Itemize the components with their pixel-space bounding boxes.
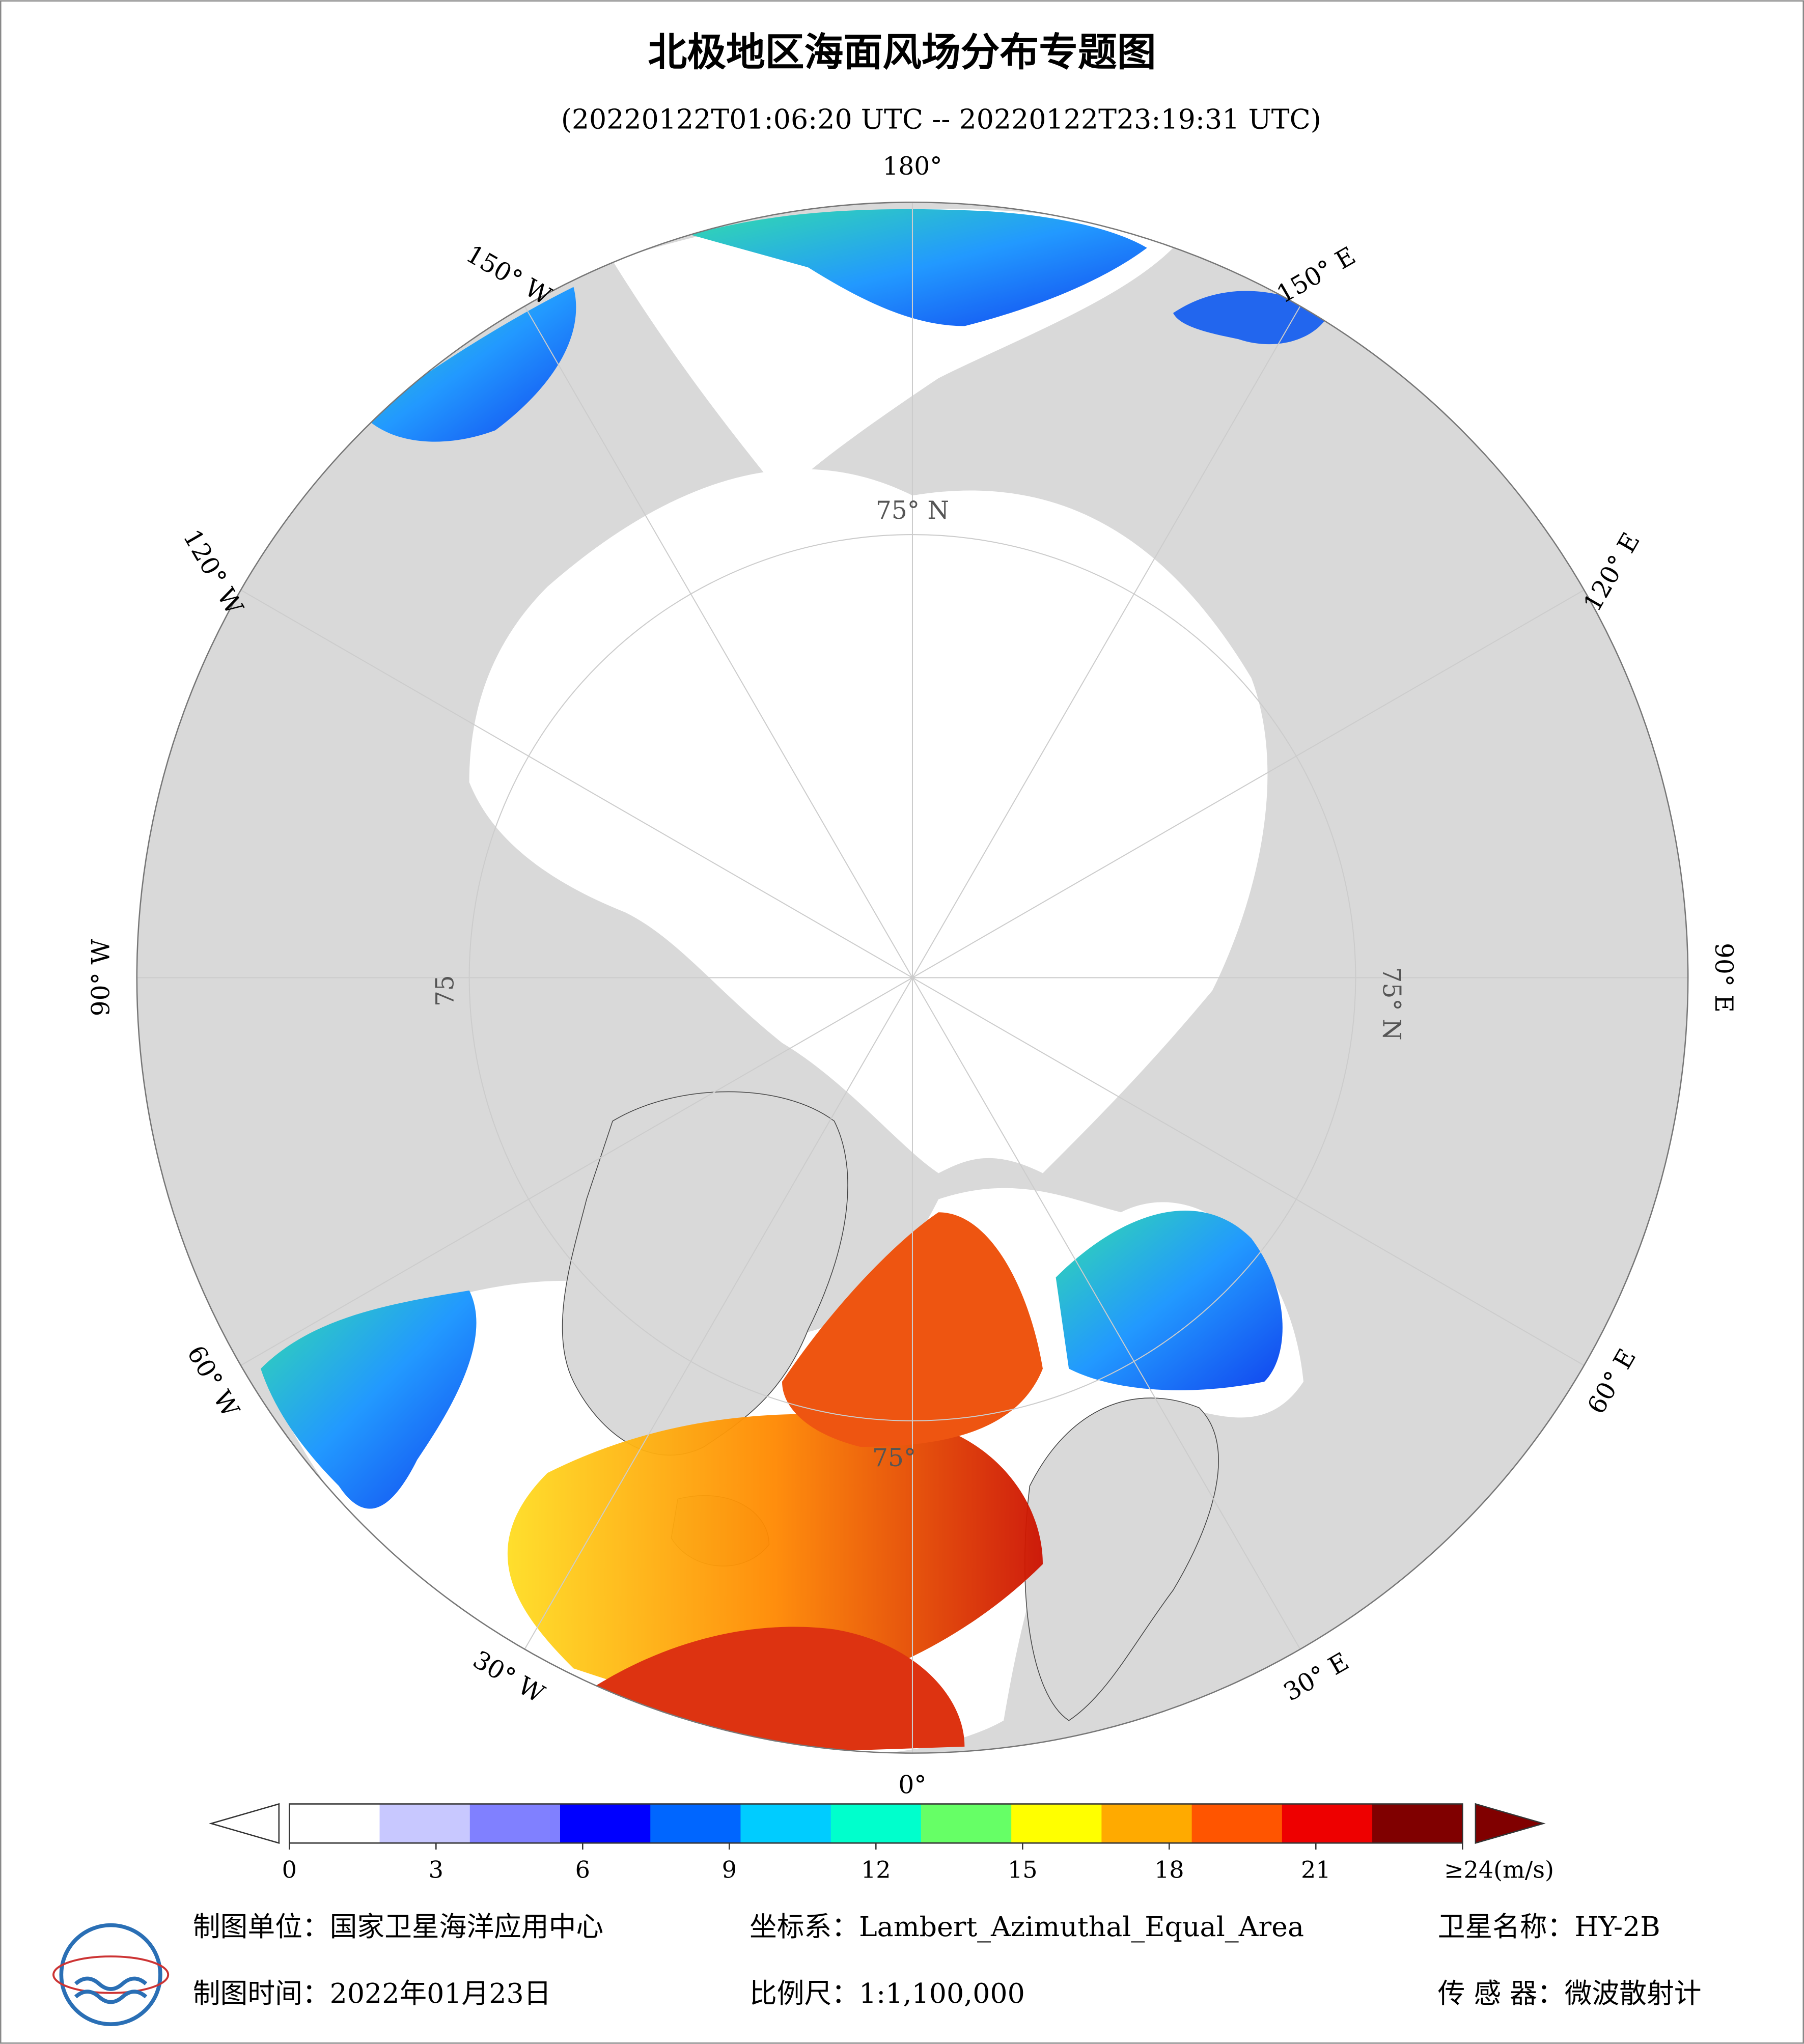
- meridian: [524, 305, 913, 978]
- latitude-label: 75° N: [1377, 967, 1405, 1041]
- colorbar-segment: [289, 1804, 380, 1843]
- meridians: [136, 202, 1688, 1753]
- latitude-label: 75°: [872, 1444, 916, 1472]
- colorbar-tick-label: 3: [429, 1856, 443, 1884]
- wind-field-north-atlantic: [507, 1414, 1043, 1705]
- meridian: [524, 977, 913, 1650]
- colorbar-tick-label: 0: [282, 1856, 297, 1884]
- logo-ring: [59, 1923, 162, 2026]
- latitude-label: 75° N: [876, 496, 949, 525]
- colorbar-segment: [830, 1804, 922, 1843]
- footer-scale: 比例尺：1:1,100,000: [750, 1977, 1025, 2009]
- latitude-label: 75: [431, 975, 460, 1006]
- colorbar-tick-label: 15: [1008, 1856, 1038, 1884]
- meridian: [912, 977, 1585, 1366]
- map-subtitle: (20220122T01:06:20 UTC -- 20220122T23:19…: [561, 103, 1321, 135]
- wind-field-barents-sea: [1056, 1210, 1283, 1390]
- longitude-label: 90° W: [87, 939, 116, 1017]
- colorbar-under-arrow: [209, 1803, 280, 1844]
- colorbar-segment: [379, 1804, 471, 1843]
- colorbar-tick-label: 18: [1154, 1856, 1184, 1884]
- colorbar-segment: [1191, 1804, 1283, 1843]
- arctic-ocean: [469, 469, 1268, 1173]
- longitude-label: 180°: [882, 152, 942, 181]
- latitude-labels: 75° N 75° N 75 75°: [431, 496, 1406, 1472]
- meridian: [912, 589, 1585, 978]
- colorbar-tick-label: 21: [1301, 1856, 1331, 1884]
- colorbar-segment: [921, 1804, 1012, 1843]
- colorbar-segment: [740, 1804, 831, 1843]
- wind-field-alaska: [365, 287, 576, 442]
- colorbar-tick-label: ≥24(m/s): [1444, 1856, 1554, 1884]
- longitude-label: 90° E: [1709, 943, 1738, 1013]
- greenland: [562, 1091, 848, 1456]
- wind-field-labrador-sea: [260, 1290, 477, 1509]
- colorbar-segment: [560, 1804, 651, 1843]
- footer-producer: 制图单位：国家卫星海洋应用中心: [193, 1911, 603, 1943]
- longitude-label: 0°: [898, 1771, 926, 1800]
- footer-date: 制图时间：2022年01月23日: [193, 1977, 551, 2009]
- colorbar-segment: [469, 1804, 561, 1843]
- colorbar-tick-label: 12: [861, 1856, 891, 1884]
- wind-field-okhotsk: [1173, 291, 1330, 345]
- scandinavia: [1024, 1397, 1219, 1721]
- meridian: [240, 977, 913, 1366]
- logo-orbit: [52, 1955, 170, 1994]
- colorbar-segment: [1282, 1804, 1373, 1843]
- footer-satellite: 卫星名称：HY-2B: [1438, 1911, 1660, 1943]
- logo-waves: [74, 1976, 148, 2004]
- wind-field-chukchi: [690, 209, 1147, 326]
- meridian: [912, 977, 1301, 1650]
- map-boundary: [136, 201, 1689, 1754]
- meridian: [912, 305, 1301, 978]
- meridian: [240, 589, 913, 978]
- colorbar: 0 3 6 9 12 15 18 21 ≥24(m/s): [209, 1803, 1554, 1884]
- logo: [52, 1923, 170, 2026]
- colorbar-segment: [1101, 1804, 1192, 1843]
- map-title: 北极地区海面风场分布专题图: [648, 30, 1156, 75]
- colorbar-tick-label: 6: [575, 1856, 590, 1884]
- colorbar-over-arrow: [1475, 1803, 1546, 1844]
- footer-sensor: 传 感 器：微波散射计: [1438, 1977, 1702, 2009]
- colorbar-tick-label: 9: [722, 1856, 737, 1884]
- footer-projection: 坐标系：Lambert_Azimuthal_Equal_Area: [750, 1911, 1304, 1943]
- colorbar-segment: [1011, 1804, 1102, 1843]
- map-area: [136, 202, 1688, 1753]
- colorbar-segment: [650, 1804, 741, 1843]
- colorbar-segment: [1372, 1804, 1463, 1843]
